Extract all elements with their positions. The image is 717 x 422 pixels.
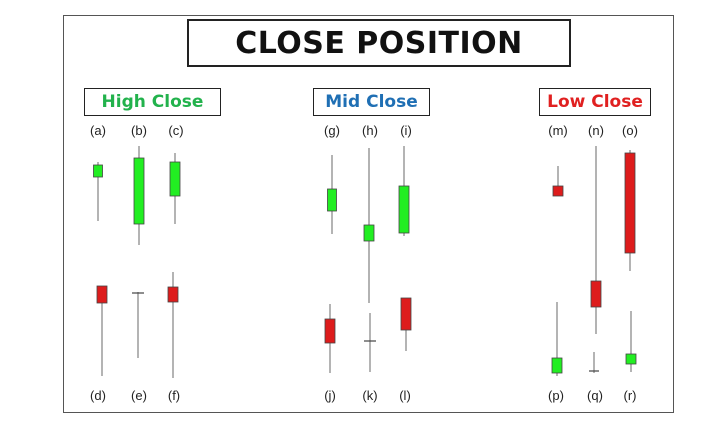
candle-label-i: (i) — [400, 123, 412, 138]
candle-body-j — [324, 318, 336, 344]
candle-label-g: (g) — [324, 123, 340, 138]
candle-body-f — [167, 286, 179, 303]
candle-body-i — [398, 185, 410, 234]
candle-label-l: (l) — [399, 388, 411, 403]
candle-body-l — [400, 297, 412, 331]
candle-body-r — [625, 353, 637, 365]
candle-body-c — [169, 161, 181, 197]
candle-label-d: (d) — [90, 388, 106, 403]
group-title-mid-close: Mid Close — [313, 88, 430, 116]
candle-label-c: (c) — [168, 123, 184, 138]
candle-body-p — [551, 357, 563, 374]
candle-label-b: (b) — [131, 123, 147, 138]
candle-body-a — [93, 164, 103, 178]
candle-body-o — [624, 152, 636, 254]
group-title-low-close: Low Close — [539, 88, 651, 116]
candle-label-n: (n) — [588, 123, 604, 138]
group-title-high-close: High Close — [84, 88, 221, 116]
candle-label-f: (f) — [167, 388, 181, 403]
candle-body-n — [590, 280, 602, 308]
candle-body-m — [552, 185, 564, 197]
candle-body-g — [327, 188, 337, 212]
diagram-title: CLOSE POSITION — [187, 19, 571, 67]
candle-label-o: (o) — [622, 123, 638, 138]
candle-label-j: (j) — [324, 388, 336, 403]
candle-label-a: (a) — [90, 123, 106, 138]
candle-body-b — [133, 157, 145, 225]
candle-label-h: (h) — [362, 123, 378, 138]
candle-label-m: (m) — [548, 123, 568, 138]
candle-body-h — [363, 224, 375, 242]
candle-label-k: (k) — [362, 388, 378, 403]
candle-label-r: (r) — [623, 388, 637, 403]
candle-body-d — [96, 285, 108, 304]
candle-label-q: (q) — [587, 388, 603, 403]
candle-label-p: (p) — [548, 388, 564, 403]
candle-label-e: (e) — [131, 388, 147, 403]
